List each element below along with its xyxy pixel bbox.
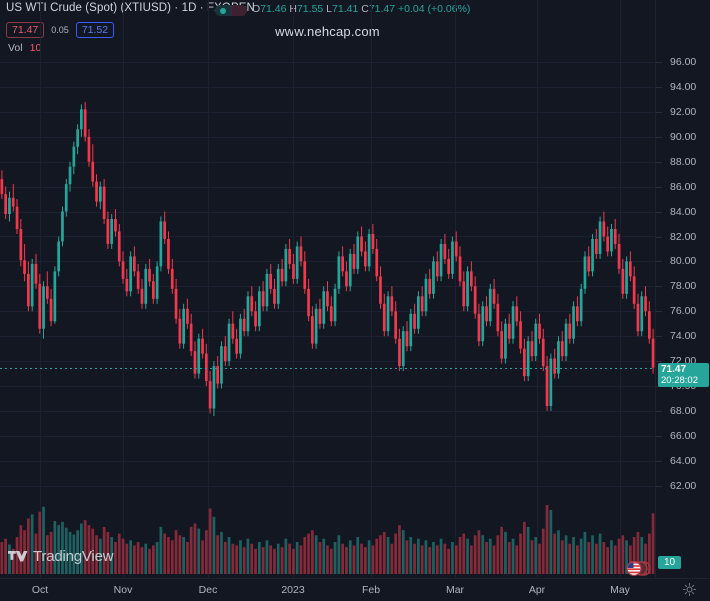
- open-label: O: [252, 3, 261, 15]
- chart-header: US WTI Crude (Spot) (XTIUSD) · 1D · FXOP…: [0, 0, 710, 54]
- us-flag-event-marker[interactable]: [622, 561, 652, 576]
- volume-legend: Vol 10: [8, 42, 41, 54]
- gear-icon[interactable]: [682, 582, 697, 597]
- tradingview-logo-text: TradingView: [33, 548, 114, 565]
- price-tick: 90.00: [656, 130, 710, 144]
- tradingview-logo-icon: [8, 550, 28, 562]
- toggle-off-side: [230, 5, 247, 16]
- price-tick: 78.00: [656, 279, 710, 293]
- price-tick: 80.00: [656, 254, 710, 268]
- price-tick: 84.00: [656, 205, 710, 219]
- price-tick: 74.00: [656, 329, 710, 343]
- time-tick: May: [610, 584, 630, 596]
- price-tick: 66.00: [656, 429, 710, 443]
- ask-badge[interactable]: 71.52: [75, 22, 115, 38]
- site-watermark: www.nehcap.com: [275, 24, 380, 39]
- time-tick: 2023: [281, 584, 305, 596]
- price-tick: 96.00: [656, 55, 710, 69]
- close-label: C: [361, 3, 369, 15]
- price-tick: 82.00: [656, 230, 710, 244]
- session-toggle[interactable]: [215, 5, 247, 16]
- current-time-value: 20:28:02: [661, 374, 698, 386]
- toggle-on-side: [215, 5, 231, 16]
- low-value: 71.41: [332, 3, 359, 15]
- time-tick: Oct: [31, 584, 49, 596]
- quote-badges: 71.47 0.05 71.52: [6, 22, 115, 38]
- price-axis[interactable]: 96.00 94.00 92.00 90.00 88.00 86.00 84.00 82.00…: [655, 0, 710, 578]
- time-tick: Feb: [361, 584, 381, 596]
- candlestick-series: [0, 101, 655, 574]
- volume-label: Vol: [8, 42, 23, 54]
- chart-pane[interactable]: [0, 0, 655, 578]
- price-tick: 92.00: [656, 105, 710, 119]
- close-value: 71.47: [368, 3, 396, 15]
- bid-badge[interactable]: 71.47: [6, 22, 45, 38]
- price-tick: 88.00: [656, 155, 710, 169]
- price-tick: 62.00: [656, 479, 710, 493]
- price-tick: 76.00: [656, 304, 710, 318]
- symbol-title[interactable]: US WTI Crude (Spot) (XTIUSD) · 1D · FXOP…: [6, 2, 255, 14]
- price-tick: 86.00: [656, 180, 710, 194]
- price-tick: 68.00: [656, 404, 710, 418]
- tradingview-branding[interactable]: TradingView: [8, 548, 114, 565]
- spread-value: 0.05: [51, 25, 69, 35]
- low-label: L: [326, 3, 333, 15]
- volume-value: 10: [29, 42, 42, 54]
- time-tick: Apr: [528, 584, 546, 596]
- volume-axis-label[interactable]: 10: [658, 556, 682, 569]
- time-tick: Mar: [445, 584, 465, 596]
- high-value: 71.55: [296, 3, 324, 15]
- current-price-label[interactable]: 71.47 20:28:02: [658, 362, 709, 387]
- time-tick: Nov: [113, 584, 133, 596]
- time-axis[interactable]: Oct Nov Dec 2023 Feb Mar Apr May: [0, 578, 710, 601]
- open-value: 71.46: [260, 3, 287, 15]
- time-tick: Dec: [198, 584, 218, 596]
- change-value: +0.04 (+0.06%): [398, 3, 471, 15]
- current-price-value: 71.47: [661, 363, 687, 375]
- price-tick: 94.00: [656, 80, 710, 94]
- price-tick: 64.00: [656, 454, 710, 468]
